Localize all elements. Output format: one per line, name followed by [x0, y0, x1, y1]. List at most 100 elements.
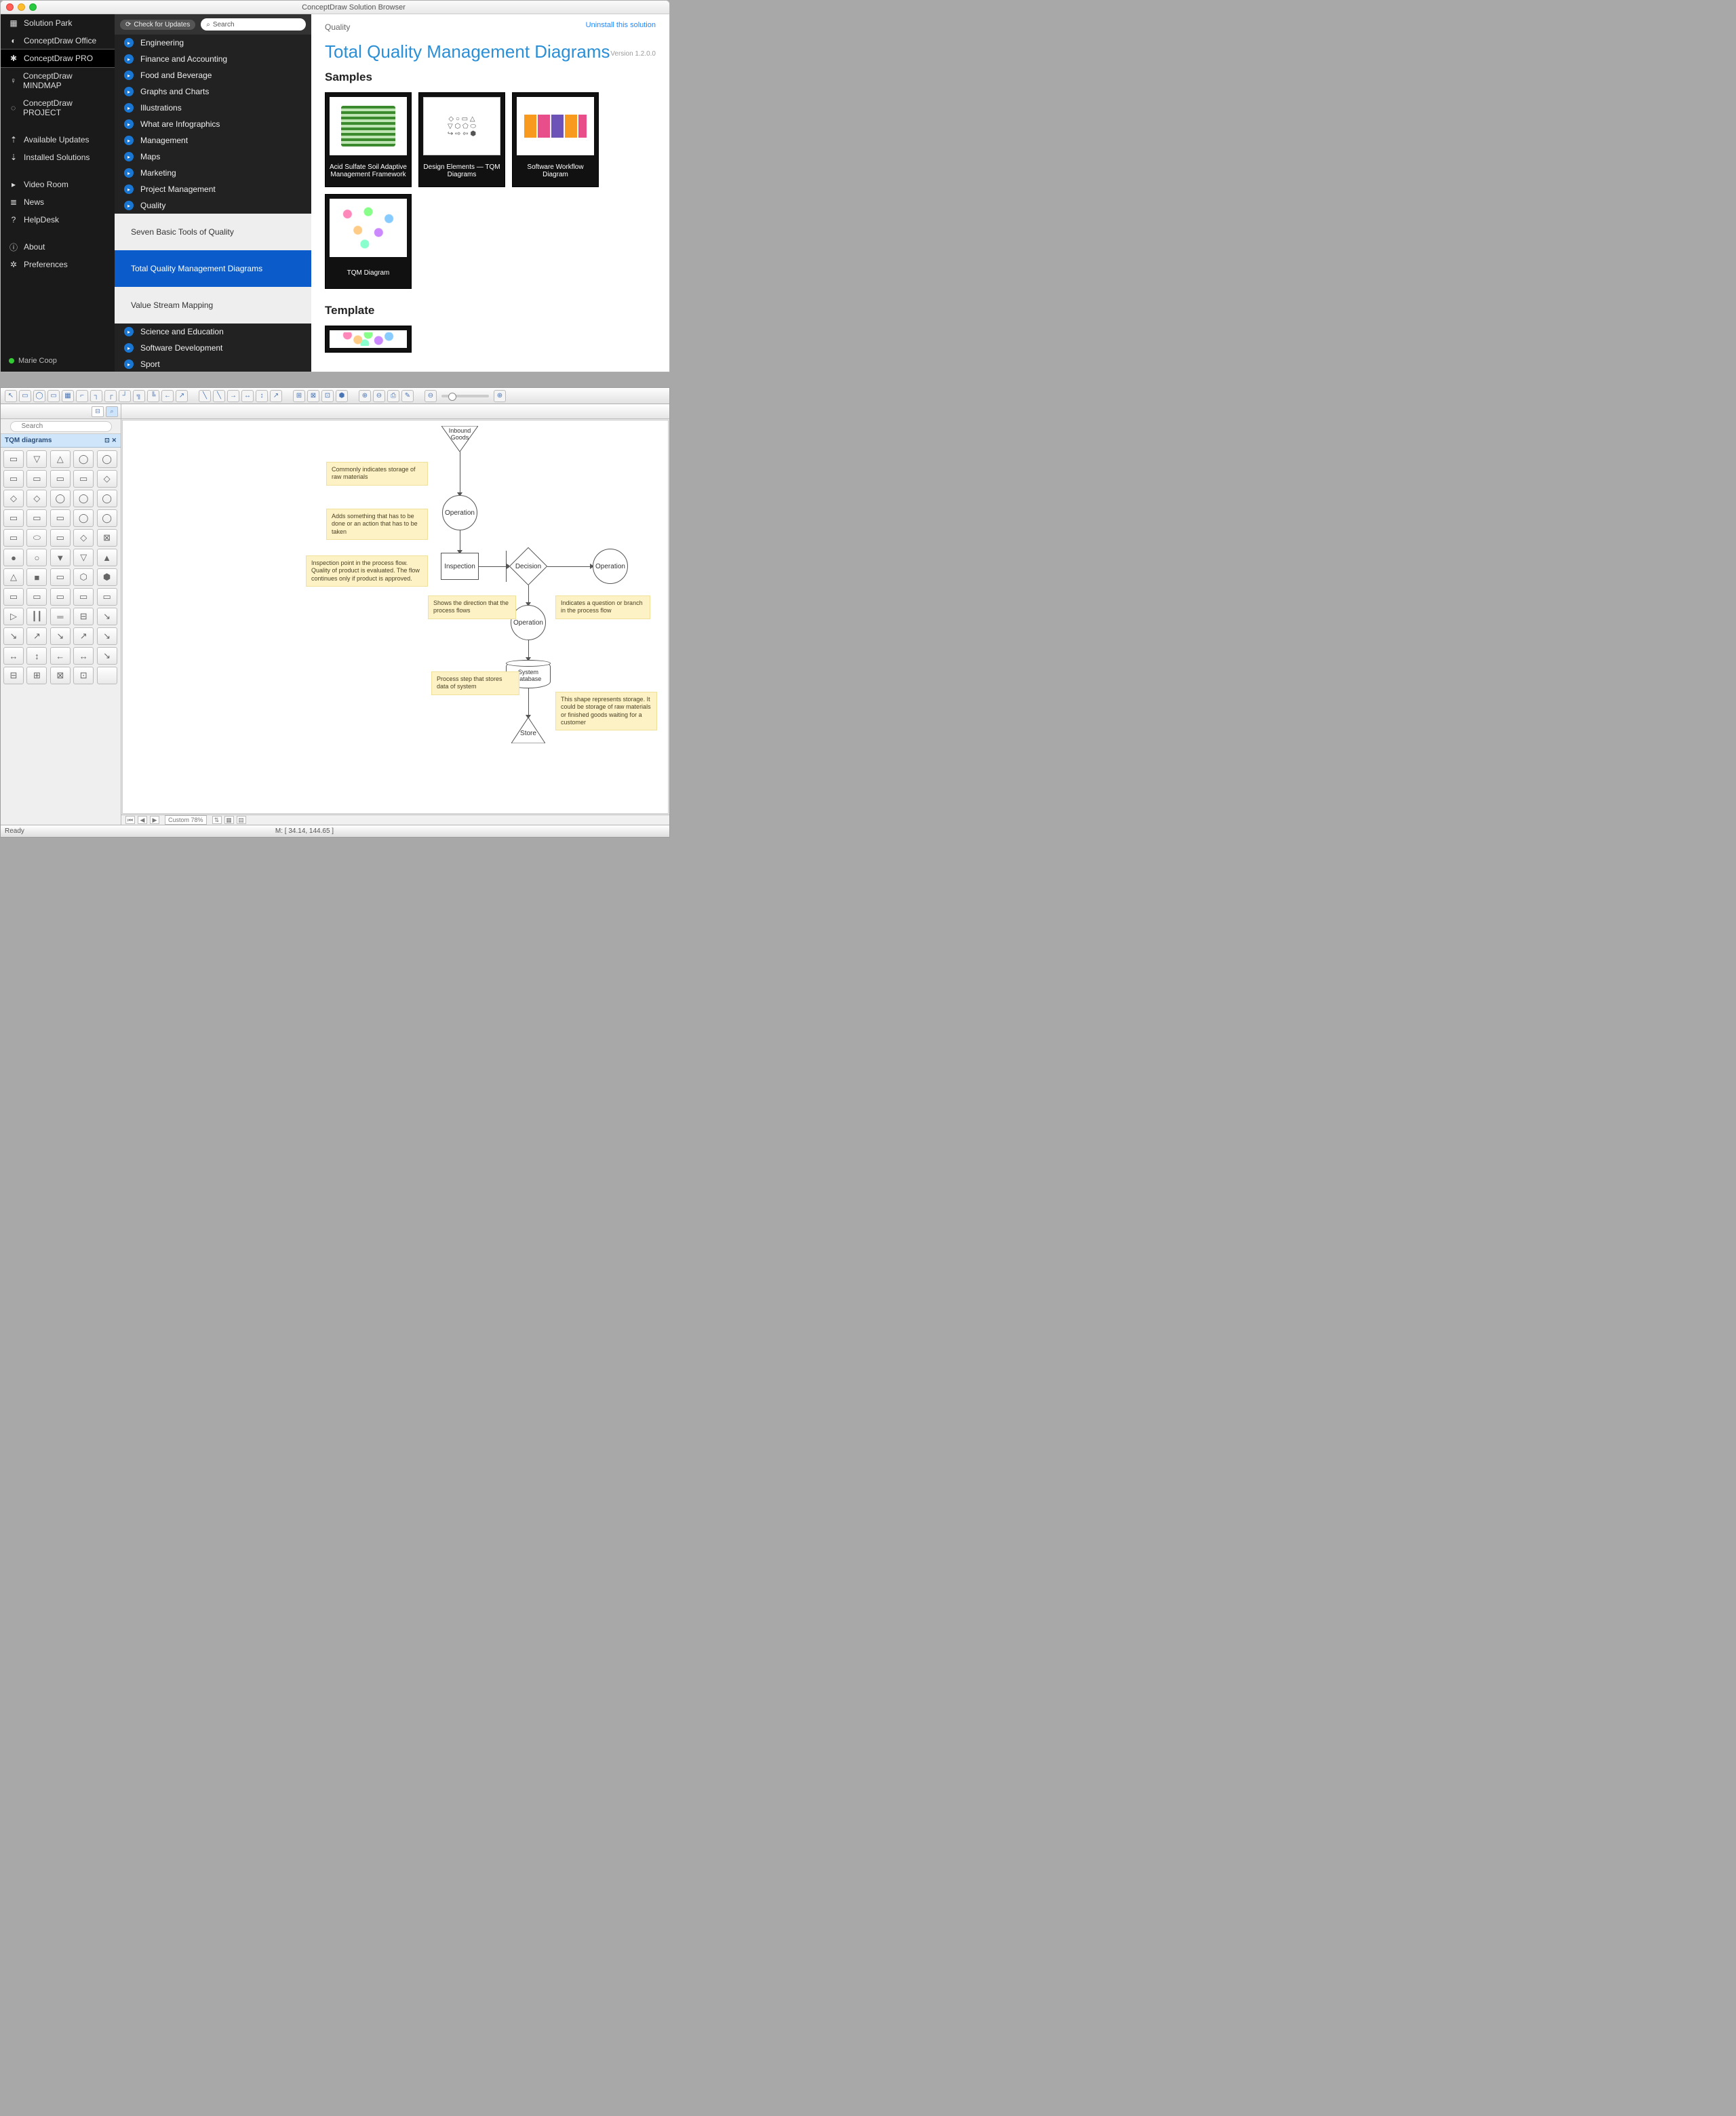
palette-shape[interactable]: ■: [26, 568, 47, 586]
sample-card[interactable]: TQM Diagram: [325, 194, 412, 289]
page-next-button[interactable]: ▶: [150, 816, 159, 824]
palette-shape[interactable]: ▽: [73, 549, 94, 566]
palette-shape[interactable]: ⊡: [73, 667, 94, 684]
palette-shape[interactable]: ▭: [3, 509, 24, 527]
uninstall-link[interactable]: Uninstall this solution: [586, 21, 656, 29]
sample-card[interactable]: Design Elements — TQM Diagrams: [418, 92, 505, 187]
palette-shape[interactable]: ↔: [73, 647, 94, 665]
category-item[interactable]: ▸Project Management: [115, 181, 311, 197]
palette-shape[interactable]: ◯: [97, 450, 117, 468]
shape-inbound-goods[interactable]: Inbound Goods: [441, 426, 478, 452]
palette-shape[interactable]: ◯: [73, 450, 94, 468]
category-item[interactable]: ▸Maps: [115, 149, 311, 165]
palette-shape[interactable]: ▭: [26, 470, 47, 488]
shape-inspection[interactable]: Inspection: [441, 553, 479, 580]
zoom-window-button[interactable]: [29, 3, 37, 11]
subcategory-item[interactable]: Total Quality Management Diagrams: [115, 250, 311, 287]
palette-shape[interactable]: ▭: [73, 470, 94, 488]
note-action[interactable]: Adds something that has to be done or an…: [326, 509, 428, 540]
palette-shape[interactable]: ═: [50, 608, 71, 625]
note-storage-shape[interactable]: This shape represents storage. It could …: [555, 692, 657, 730]
toolbar-button[interactable]: ⎙: [387, 390, 399, 402]
palette-shape[interactable]: ↘: [50, 627, 71, 645]
category-item[interactable]: ▸Software Development: [115, 340, 311, 356]
palette-shape[interactable]: ▭: [50, 529, 71, 547]
page-prev-button[interactable]: ◀: [138, 816, 147, 824]
palette-shape[interactable]: ⬡: [73, 568, 94, 586]
note-inspection[interactable]: Inspection point in the process flow. Qu…: [306, 555, 428, 587]
note-direction[interactable]: Shows the direction that the process flo…: [428, 595, 516, 619]
category-item[interactable]: ▸Science and Education: [115, 324, 311, 340]
palette-shape[interactable]: ⊟: [73, 608, 94, 625]
drawing-canvas[interactable]: Inbound Goods Operation Inspection Decis…: [122, 420, 669, 814]
toolbar-button[interactable]: ▭: [47, 390, 60, 402]
toolbar-button[interactable]: ↗: [270, 390, 282, 402]
palette-shape[interactable]: ↗: [26, 627, 47, 645]
sidebar-item[interactable]: ◌ConceptDraw PROJECT: [1, 94, 115, 121]
palette-shape[interactable]: ⊟: [3, 667, 24, 684]
palette-shape[interactable]: ⊞: [26, 667, 47, 684]
category-item[interactable]: ▸Finance and Accounting: [115, 51, 311, 67]
palette-shape[interactable]: ▭: [50, 509, 71, 527]
palette-shape[interactable]: △: [3, 568, 24, 586]
palette-shape[interactable]: ▭: [3, 529, 24, 547]
palette-tree-button[interactable]: ⊟: [92, 406, 104, 417]
sidebar-item[interactable]: ♀ConceptDraw MINDMAP: [1, 67, 115, 94]
zoom-stepper[interactable]: ⇅: [212, 816, 222, 824]
palette-shape[interactable]: ↘: [97, 627, 117, 645]
palette-shape[interactable]: ▭: [73, 588, 94, 606]
sidebar-item[interactable]: ⓘAbout: [1, 238, 115, 256]
sidebar-item[interactable]: ◐ConceptDraw Office: [1, 32, 115, 50]
palette-shape[interactable]: ⊠: [50, 667, 71, 684]
palette-shape[interactable]: ◇: [3, 490, 24, 507]
palette-shape[interactable]: ◇: [26, 490, 47, 507]
search-input[interactable]: ⌕ Search: [201, 18, 306, 31]
toolbar-button[interactable]: ╲: [213, 390, 225, 402]
sidebar-item[interactable]: ▦Solution Park: [1, 14, 115, 32]
shape-store[interactable]: Store: [511, 718, 545, 743]
note-storage[interactable]: Commonly indicates storage of raw materi…: [326, 462, 428, 486]
palette-shape[interactable]: ◯: [50, 490, 71, 507]
toolbar-button[interactable]: ▦: [62, 390, 74, 402]
toolbar-button[interactable]: ╗: [133, 390, 145, 402]
sidebar-item[interactable]: ✲Preferences: [1, 256, 115, 273]
toolbar-button[interactable]: ↖: [5, 390, 17, 402]
palette-shape[interactable]: ↘: [97, 647, 117, 665]
sample-card[interactable]: Acid Sulfate Soil Adaptive Management Fr…: [325, 92, 412, 187]
palette-shape[interactable]: ▭: [50, 470, 71, 488]
toolbar-button[interactable]: ↗: [176, 390, 188, 402]
toolbar-button[interactable]: ▭: [19, 390, 31, 402]
palette-shape[interactable]: ◯: [73, 509, 94, 527]
sidebar-item[interactable]: ▸Video Room: [1, 176, 115, 193]
toolbar-button[interactable]: ⊡: [321, 390, 334, 402]
palette-shape[interactable]: ⬢: [97, 568, 117, 586]
palette-shape[interactable]: ▭: [3, 450, 24, 468]
palette-shape[interactable]: ▭: [26, 509, 47, 527]
palette-shape[interactable]: ●: [3, 549, 24, 566]
shape-operation-1[interactable]: Operation: [442, 495, 477, 530]
category-item[interactable]: ▸Illustrations: [115, 100, 311, 116]
minimize-window-button[interactable]: [18, 3, 25, 11]
check-updates-button[interactable]: ⟳ Check for Updates: [120, 20, 195, 30]
palette-shape[interactable]: ▲: [97, 549, 117, 566]
palette-shape[interactable]: ◯: [97, 509, 117, 527]
palette-shape[interactable]: ↔: [3, 647, 24, 665]
palette-shape[interactable]: △: [50, 450, 71, 468]
toolbar-button[interactable]: →: [227, 390, 239, 402]
toolbar-button[interactable]: ╚: [147, 390, 159, 402]
palette-shape[interactable]: ⊠: [97, 529, 117, 547]
category-item[interactable]: ▸Marketing: [115, 165, 311, 181]
palette-search-button[interactable]: ⌕: [106, 406, 118, 417]
toolbar-button[interactable]: ◯: [33, 390, 45, 402]
view-grid2-button[interactable]: ▤: [237, 816, 246, 824]
palette-shape[interactable]: ▭: [3, 588, 24, 606]
toolbar-button[interactable]: ╲: [199, 390, 211, 402]
toolbar-button[interactable]: ⊞: [293, 390, 305, 402]
category-item[interactable]: ▸Sport: [115, 356, 311, 372]
sidebar-item[interactable]: ⇣Installed Solutions: [1, 149, 115, 166]
toolbar-button[interactable]: ⬢: [336, 390, 348, 402]
close-window-button[interactable]: [6, 3, 14, 11]
toolbar-button[interactable]: ⊖: [373, 390, 385, 402]
toolbar-button[interactable]: ┌: [104, 390, 117, 402]
toolbar-button[interactable]: ⊕: [494, 390, 506, 402]
